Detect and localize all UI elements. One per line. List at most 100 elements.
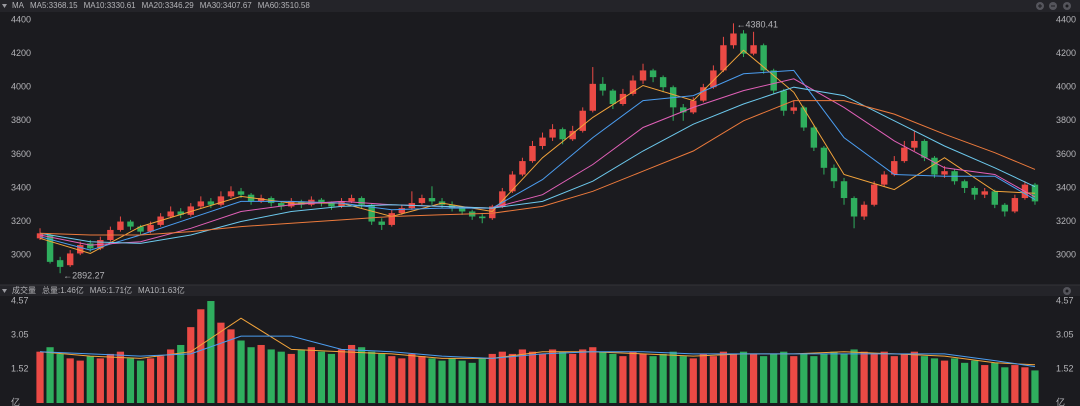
legend-entry: MA20:3346.29 bbox=[142, 1, 195, 10]
volume-bar bbox=[398, 358, 406, 403]
candle-body bbox=[659, 77, 667, 88]
ma-line bbox=[39, 78, 1036, 246]
candle-body bbox=[358, 198, 365, 205]
candle-body bbox=[599, 83, 607, 91]
candle-body bbox=[489, 206, 496, 219]
y-tick-label: 3.05 bbox=[1056, 329, 1074, 339]
zoom-in-button[interactable] bbox=[1036, 2, 1044, 10]
y-tick-label: 4400 bbox=[11, 14, 31, 24]
candle-body bbox=[237, 191, 245, 195]
volume-bar bbox=[478, 358, 486, 403]
candle-body bbox=[36, 233, 44, 239]
volume-bar bbox=[66, 358, 74, 403]
candle-body bbox=[810, 127, 818, 148]
volume-bar bbox=[347, 344, 356, 403]
volume-bar bbox=[96, 358, 104, 403]
y-tick-label: 4.57 bbox=[11, 295, 29, 305]
candle-body bbox=[87, 243, 94, 249]
volume-bar bbox=[247, 347, 255, 403]
candle-body bbox=[981, 191, 988, 195]
volume-bar bbox=[749, 353, 758, 403]
candle-body bbox=[227, 191, 235, 197]
volume-bar bbox=[76, 360, 84, 403]
candle-body bbox=[941, 171, 948, 175]
candle-body bbox=[187, 206, 194, 215]
legend-entry: MA5:1.71亿 bbox=[90, 285, 132, 295]
volume-bar bbox=[780, 351, 788, 403]
volume-bar bbox=[1031, 370, 1039, 403]
candle-body bbox=[931, 157, 938, 175]
legend-title: 成交量 bbox=[12, 285, 36, 295]
settings-button[interactable] bbox=[1063, 287, 1071, 295]
volume-bar bbox=[86, 356, 94, 403]
collapse-icon[interactable] bbox=[2, 4, 7, 8]
candle-body bbox=[328, 203, 335, 207]
y-tick-label: 4400 bbox=[1056, 14, 1076, 24]
candle-body bbox=[730, 33, 737, 46]
zoom-out-button[interactable] bbox=[1049, 2, 1057, 10]
volume-bar bbox=[438, 360, 446, 403]
volume-bar bbox=[36, 351, 44, 403]
y-tick-label: 3000 bbox=[1056, 250, 1076, 260]
candle-body bbox=[770, 70, 777, 91]
volume-bar bbox=[890, 356, 898, 403]
candle-body bbox=[509, 174, 516, 192]
volume-bar bbox=[508, 353, 516, 403]
volume-bar bbox=[981, 365, 989, 403]
volume-bar bbox=[187, 327, 195, 403]
candle-body bbox=[117, 221, 124, 230]
volume-bar bbox=[860, 351, 868, 403]
volume-bar bbox=[327, 353, 336, 403]
y-tick-label: 3800 bbox=[1056, 115, 1076, 125]
volume-bar bbox=[538, 353, 547, 403]
volume-bar bbox=[518, 349, 527, 403]
y-tick-label: 3400 bbox=[11, 182, 31, 192]
collapse-icon[interactable] bbox=[2, 289, 7, 293]
volume-bar bbox=[468, 362, 476, 403]
legend-entry: MA10:3330.61 bbox=[84, 1, 137, 10]
volume-bar bbox=[810, 356, 818, 403]
volume-bar bbox=[106, 353, 114, 403]
volume-bar bbox=[116, 351, 125, 403]
volume-bar bbox=[167, 349, 175, 403]
candle-body bbox=[790, 107, 797, 111]
candle-body bbox=[77, 245, 84, 254]
candle-body bbox=[860, 204, 868, 217]
volume-bar bbox=[277, 351, 285, 403]
candle-body bbox=[458, 208, 466, 212]
candle-body bbox=[127, 221, 134, 227]
volume-bar bbox=[739, 351, 748, 403]
legend-entry: MA5:3368.15 bbox=[30, 1, 78, 10]
candle-body bbox=[891, 161, 898, 175]
candle-body bbox=[479, 216, 486, 219]
candle-body bbox=[418, 198, 426, 204]
settings-button[interactable] bbox=[1063, 2, 1071, 10]
volume-bar bbox=[528, 351, 537, 403]
ma-line bbox=[39, 317, 1036, 366]
volume-bar bbox=[307, 347, 315, 403]
y-tick-label: 3600 bbox=[1056, 149, 1076, 159]
candle-body bbox=[388, 213, 395, 225]
candle-body bbox=[961, 181, 968, 188]
volume-bar bbox=[207, 301, 215, 403]
candle-body bbox=[921, 140, 928, 158]
volume-bar bbox=[337, 349, 346, 403]
candle-body bbox=[649, 70, 657, 78]
candle-body bbox=[700, 87, 707, 101]
volume-bar bbox=[126, 358, 135, 403]
volume-bar bbox=[358, 347, 366, 403]
volume-bar bbox=[146, 358, 155, 403]
candle-body bbox=[56, 260, 64, 267]
annotation: ←2892.27 bbox=[63, 271, 105, 281]
legend-entry: MA30:3407.67 bbox=[200, 1, 253, 10]
volume-bar bbox=[629, 351, 637, 403]
candle-body bbox=[278, 203, 285, 207]
y-tick-label: 3000 bbox=[11, 250, 31, 260]
candle-body bbox=[740, 33, 747, 54]
candle-body bbox=[46, 234, 54, 262]
y-tick-label: 3.05 bbox=[11, 329, 29, 339]
candle-body bbox=[579, 110, 586, 131]
candle-body bbox=[870, 184, 878, 205]
candle-body bbox=[66, 253, 74, 266]
y-tick-label: 3200 bbox=[11, 216, 31, 226]
